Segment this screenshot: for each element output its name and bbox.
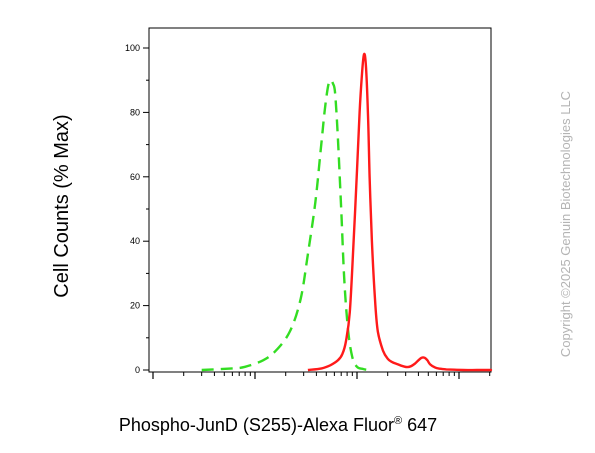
copyright-watermark: Copyright ©2025 Genuin Biotechnologies L… — [558, 91, 573, 357]
y-tick-label: 0 — [135, 365, 140, 375]
x-axis-label-text: Phospho-JunD (S255)-Alexa Fluor — [119, 415, 394, 435]
y-tick-label: 60 — [130, 172, 140, 182]
y-tick-label: 100 — [125, 43, 140, 53]
y-tick-label: 80 — [130, 107, 140, 117]
x-axis-label-suffix: 647 — [402, 415, 437, 435]
series-layer — [201, 52, 493, 372]
plot-frame — [148, 27, 492, 373]
sample-series-line — [307, 52, 493, 372]
x-axis-label: Phospho-JunD (S255)-Alexa Fluor® 647 — [119, 415, 437, 435]
x-axis-label-registered-mark: ® — [394, 415, 402, 427]
y-tick-label: 40 — [130, 236, 140, 246]
x-axis-ticks — [152, 372, 491, 379]
y-tick-label: 20 — [130, 301, 140, 311]
control-series-line — [201, 78, 369, 372]
y-axis-label: Cell Counts (% Max) — [51, 114, 73, 297]
y-axis-ticks: 0 20 40 60 80 100 — [125, 43, 149, 375]
